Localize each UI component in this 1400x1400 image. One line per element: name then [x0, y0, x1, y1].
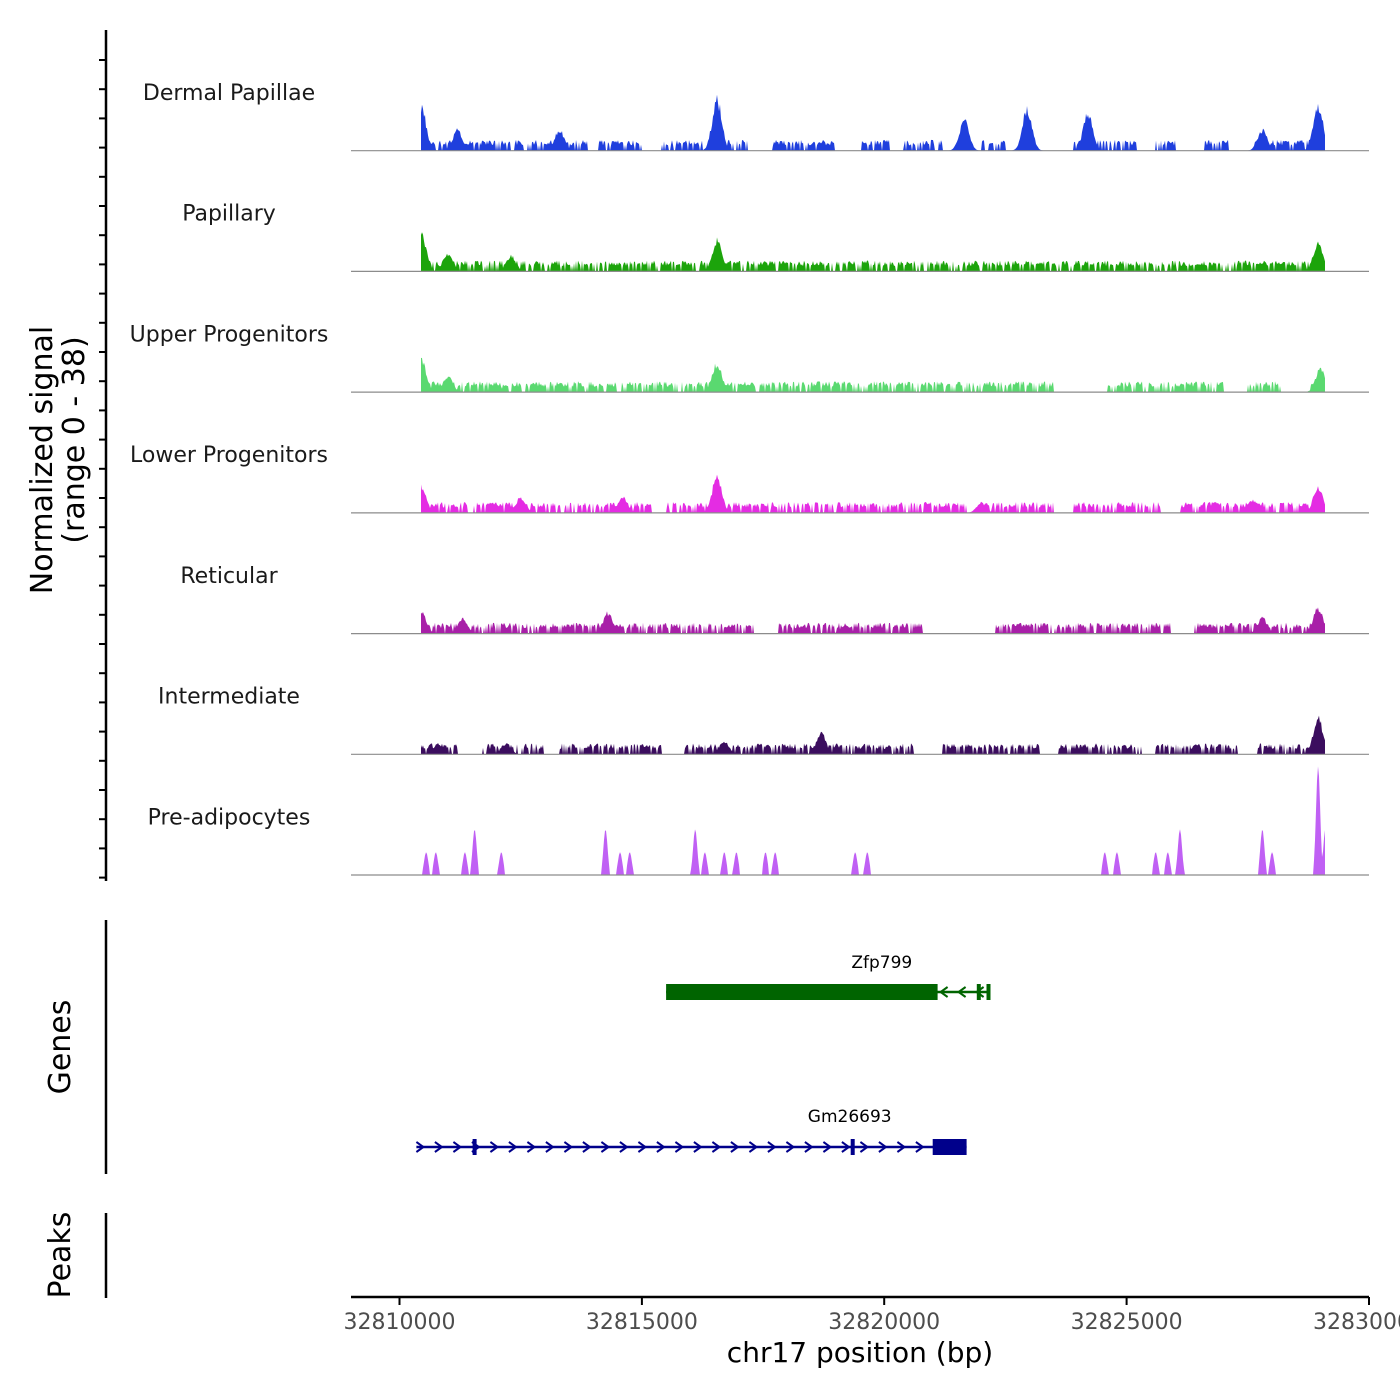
track-label: Upper Progenitors: [130, 322, 329, 347]
strand-arrow: [974, 986, 985, 998]
gene-exon-small: [850, 1139, 855, 1155]
strand-arrow: [526, 1141, 537, 1153]
track-pre-adipocytes: Pre-adipocytes: [148, 766, 1369, 876]
strand-arrow: [748, 1141, 759, 1153]
coverage-area: [421, 607, 1325, 634]
strand-arrow: [956, 986, 967, 998]
strand-arrow: [619, 1141, 629, 1153]
strand-arrow: [804, 1141, 814, 1153]
strand-arrow: [656, 1141, 666, 1153]
track-label: Pre-adipocytes: [148, 805, 311, 830]
coverage-area: [421, 94, 1325, 151]
coverage-tracks: Dermal Papillae Papillary Upper Progenitor…: [130, 81, 1369, 876]
x-tick-label: 32815000: [586, 1310, 698, 1335]
gene-zfp799: Zfp799: [666, 953, 991, 1000]
strand-arrow: [711, 1141, 722, 1153]
x-tick-label: 32830000: [1313, 1310, 1400, 1335]
signal-y-axis-title: Normalized signal: [25, 326, 60, 594]
strand-arrow: [730, 1141, 740, 1153]
gene-exon-small: [472, 1139, 477, 1155]
coverage-area: [421, 232, 1325, 272]
gene-exon: [666, 984, 938, 1000]
gene-label: Gm26693: [808, 1107, 892, 1127]
strand-arrow: [674, 1141, 685, 1153]
gene-gm26693: Gm26693: [415, 1107, 967, 1155]
coverage-area: [421, 766, 1325, 875]
track-lower-progenitors: Lower Progenitors: [130, 443, 1369, 514]
strand-arrow: [508, 1141, 518, 1153]
track-dermal-papillae: Dermal Papillae: [143, 81, 1369, 152]
x-tick-label: 32820000: [828, 1310, 940, 1335]
genes-y-axis-title: Genes: [43, 1000, 78, 1095]
track-label: Lower Progenitors: [130, 443, 328, 468]
gene-exon-small: [986, 984, 991, 1000]
gene-exon: [932, 1139, 967, 1155]
strand-arrow: [767, 1141, 777, 1153]
signal-y-axis-subtitle: (range 0 - 38): [57, 336, 92, 543]
signal-y-axis-ticks: [99, 59, 106, 879]
strand-arrow: [545, 1141, 555, 1153]
x-axis-title: chr17 position (bp): [727, 1336, 993, 1369]
strand-arrow: [896, 1141, 907, 1153]
gene-annotation-track: Zfp799 Gm26693: [415, 953, 991, 1155]
track-reticular: Reticular: [180, 564, 1369, 635]
track-label: Papillary: [182, 202, 276, 227]
strand-arrow: [434, 1141, 444, 1153]
strand-arrow: [822, 1141, 833, 1153]
strand-arrow: [915, 1141, 925, 1153]
gene-exon-small: [976, 984, 981, 1000]
strand-arrow: [452, 1141, 463, 1153]
strand-arrow: [841, 1141, 851, 1153]
track-intermediate: Intermediate: [158, 685, 1369, 755]
peaks-y-axis-title: Peaks: [43, 1212, 78, 1299]
coverage-area: [421, 357, 1325, 393]
track-upper-progenitors: Upper Progenitors: [130, 322, 1369, 393]
gene-label: Zfp799: [851, 953, 912, 973]
strand-arrow: [637, 1141, 648, 1153]
strand-arrow: [582, 1141, 592, 1153]
x-tick-label: 32825000: [1071, 1310, 1183, 1335]
strand-arrow: [563, 1141, 574, 1153]
strand-arrow: [859, 1141, 870, 1153]
strand-arrow: [415, 1141, 426, 1153]
x-axis-ticks: 32810000 32815000 32820000 32825000 32830000: [344, 1297, 1400, 1335]
strand-arrow: [938, 986, 949, 998]
strand-arrow: [693, 1141, 703, 1153]
strand-arrow: [785, 1141, 796, 1153]
x-tick-label: 32810000: [344, 1310, 456, 1335]
track-label: Reticular: [180, 564, 278, 589]
coverage-area: [421, 715, 1325, 755]
strand-arrow: [878, 1141, 888, 1153]
coverage-area: [421, 474, 1325, 513]
track-label: Dermal Papillae: [143, 81, 315, 106]
track-label: Intermediate: [158, 685, 300, 710]
strand-arrow: [600, 1141, 611, 1153]
strand-arrow: [489, 1141, 500, 1153]
track-papillary: Papillary: [182, 202, 1369, 272]
